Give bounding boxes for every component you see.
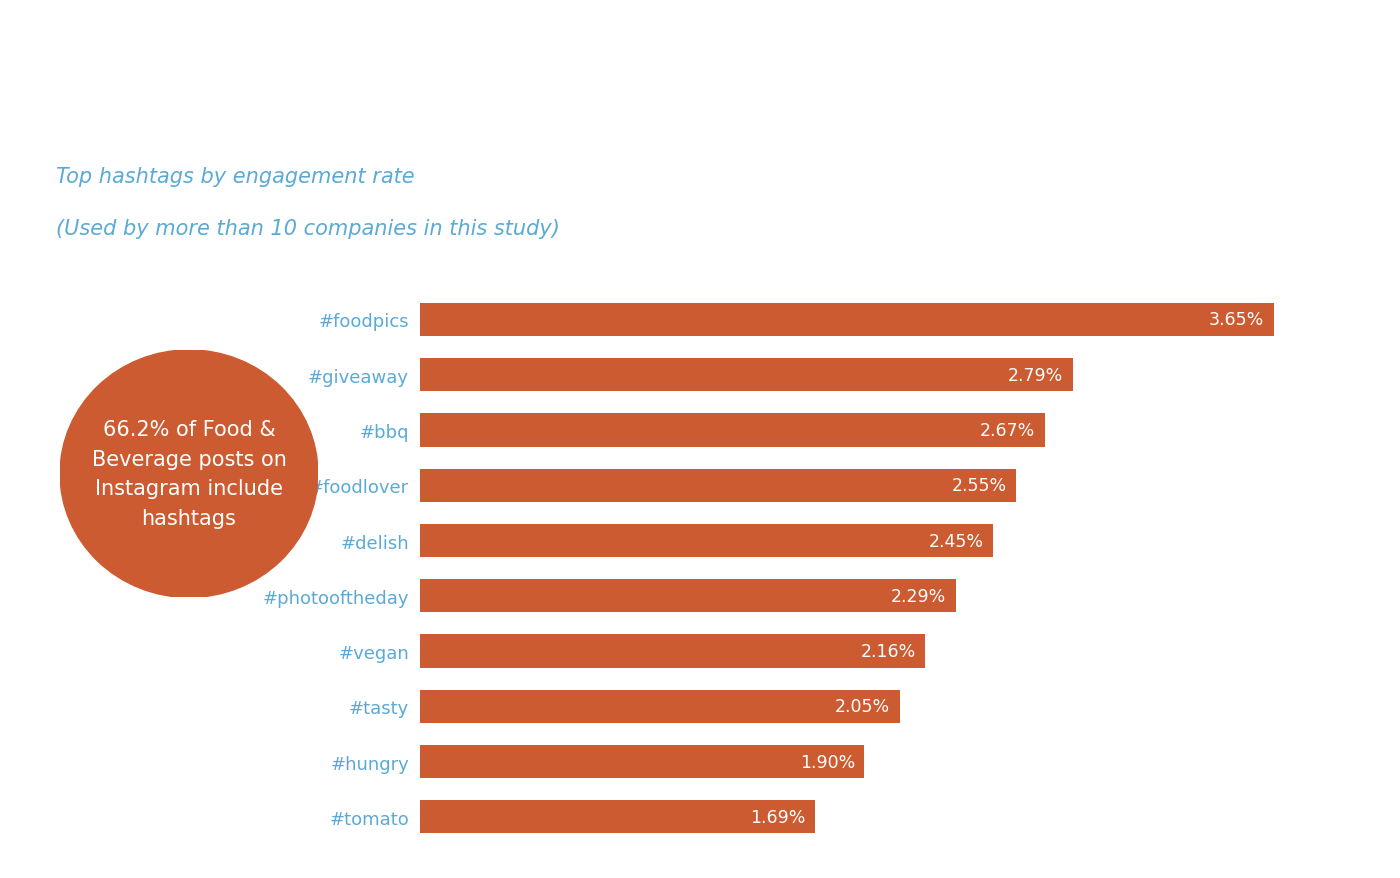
Text: 2.45%: 2.45% <box>928 532 984 550</box>
Text: 2.05%: 2.05% <box>834 697 890 716</box>
Bar <box>420 359 1072 392</box>
Text: 1.69%: 1.69% <box>750 808 806 826</box>
Text: 2.79%: 2.79% <box>1008 366 1063 385</box>
Bar <box>420 469 1016 502</box>
Text: FOOD & BEVERAGES:: FOOD & BEVERAGES: <box>70 48 633 100</box>
Text: Top hashtags by engagement rate: Top hashtags by engagement rate <box>56 167 414 187</box>
Text: 1.90%: 1.90% <box>799 752 855 771</box>
Text: 2.29%: 2.29% <box>890 587 946 605</box>
Text: 66.2% of Food &
Beverage posts on
Instagram include
hashtags: 66.2% of Food & Beverage posts on Instag… <box>91 420 287 529</box>
Text: 2.16%: 2.16% <box>861 643 916 660</box>
Bar <box>420 801 815 833</box>
Text: (Used by more than 10 companies in this study): (Used by more than 10 companies in this … <box>56 219 560 239</box>
Bar <box>420 304 1274 336</box>
Bar <box>420 635 925 668</box>
Text: 2.55%: 2.55% <box>952 477 1007 494</box>
Bar <box>420 745 864 778</box>
Bar <box>420 690 900 723</box>
Bar <box>420 579 956 613</box>
Bar <box>420 414 1044 447</box>
Text: 2.67%: 2.67% <box>980 421 1035 440</box>
Bar <box>420 524 993 558</box>
Ellipse shape <box>60 350 318 598</box>
Text: 3.65%: 3.65% <box>1210 311 1264 329</box>
Text: INSTAGRAM HASHTAGS: INSTAGRAM HASHTAGS <box>70 128 682 180</box>
